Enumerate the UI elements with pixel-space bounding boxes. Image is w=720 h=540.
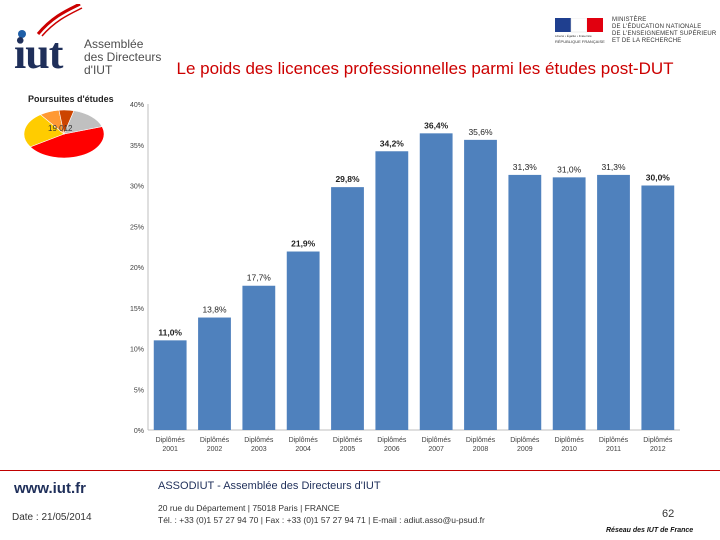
logo-line-3: d'IUT — [84, 63, 113, 77]
x-tick-year: 2001 — [162, 446, 178, 453]
bar — [508, 174, 542, 430]
site-url-link[interactable]: www.iut.fr — [14, 480, 86, 497]
bar-value-label: 21,9% — [291, 239, 316, 249]
x-tick-year: 2007 — [428, 446, 444, 453]
x-tick-label: Diplômés — [599, 437, 629, 444]
bar-value-label: 31,0% — [557, 164, 582, 174]
bar — [419, 133, 453, 430]
bar — [153, 340, 187, 430]
x-tick-label: Diplômés — [289, 437, 319, 444]
x-tick-year: 2009 — [517, 446, 533, 453]
x-tick-label: Diplômés — [466, 437, 496, 444]
ministry-line-3: DE L'ENSEIGNEMENT SUPÉRIEUR — [612, 31, 717, 37]
bar-value-label: 35,6% — [468, 127, 493, 137]
y-tick-label: 0% — [134, 428, 144, 435]
ministry-line-1: MINISTÈRE — [612, 17, 647, 23]
x-tick-label: Diplômés — [244, 437, 274, 444]
bar-value-label: 34,2% — [380, 138, 405, 148]
x-tick-year: 2010 — [561, 446, 577, 453]
footer-divider — [0, 470, 720, 471]
ministry-sub2: RÉPUBLIQUE FRANÇAISE — [555, 39, 605, 44]
footer-network: Réseau des IUT de France — [606, 527, 694, 534]
bar — [597, 174, 630, 430]
page-title: Le poids des licences professionnelles p… — [176, 59, 674, 78]
pie-slice — [29, 126, 105, 159]
bar — [552, 177, 586, 430]
iut-logo — [8, 4, 158, 84]
x-tick-label: Diplômés — [377, 437, 407, 444]
bar — [464, 139, 497, 431]
bar-value-label: 31,3% — [513, 162, 538, 172]
bar — [286, 251, 320, 430]
bar — [242, 285, 276, 430]
y-tick-label: 25% — [130, 224, 144, 231]
bar — [331, 187, 364, 430]
x-tick-label: Diplômés — [333, 437, 363, 444]
pie-chart: 19 012 — [23, 109, 105, 159]
page-number: 62 — [662, 508, 675, 520]
ministry-sub: Liberté • Égalité • Fraternité — [555, 33, 592, 38]
bar-value-label: 29,8% — [335, 174, 360, 184]
bar-value-label: 30,0% — [646, 173, 671, 183]
bar — [641, 185, 675, 430]
y-tick-label: 15% — [130, 306, 144, 313]
bar — [375, 151, 409, 430]
x-tick-year: 2004 — [295, 446, 311, 453]
bar-value-label: 36,4% — [424, 120, 449, 130]
logo-line-1: Assemblée — [84, 37, 144, 51]
x-tick-label: Diplômés — [156, 437, 186, 444]
y-tick-label: 5% — [134, 387, 144, 394]
logo-text: iut — [14, 29, 63, 78]
x-tick-label: Diplômés — [643, 437, 673, 444]
x-tick-year: 2006 — [384, 446, 400, 453]
bar-value-label: 31,3% — [601, 162, 626, 172]
pie-label: 19 012 — [48, 124, 73, 133]
bar-value-label: 13,8% — [202, 305, 227, 315]
bar-value-label: 17,7% — [247, 273, 272, 283]
x-tick-year: 2003 — [251, 446, 267, 453]
bar-chart: 0% 5% 10% 15% 20% 25% 30% 35% 40% 11,0% 13,8% 17,7… — [130, 102, 680, 453]
y-tick-label: 20% — [130, 265, 144, 272]
x-tick-label: Diplômés — [200, 437, 230, 444]
x-tick-year: 2002 — [207, 446, 223, 453]
ministry-logo-icon: Liberté • Égalité • Fraternité — [555, 17, 605, 38]
x-tick-year: 2005 — [340, 446, 356, 453]
x-tick-label: Diplômés — [422, 437, 452, 444]
x-tick-year: 2008 — [473, 446, 489, 453]
pie-title: Poursuites d'études — [28, 94, 114, 104]
x-tick-label: Diplômés — [510, 437, 540, 444]
footer-date: Date : 21/05/2014 — [12, 512, 92, 523]
y-tick-label: 10% — [130, 347, 144, 354]
y-tick-label: 30% — [130, 184, 144, 191]
pie-slice — [63, 110, 103, 135]
ministry-line-2: DE L'ÉDUCATION NATIONALE — [612, 24, 702, 30]
logo-line-2: des Directeurs — [84, 50, 162, 64]
footer-association: ASSODIUT - Assemblée des Directeurs d'IU… — [158, 480, 381, 492]
x-tick-year: 2011 — [606, 446, 621, 453]
bar — [198, 317, 231, 430]
y-tick-label: 35% — [130, 143, 144, 150]
x-tick-label: Diplômés — [555, 437, 585, 444]
logo-swoosh-icon — [18, 4, 83, 38]
ministry-line-4: ET DE LA RECHERCHE — [612, 38, 682, 44]
footer-address: 20 rue du Département | 75018 Paris | FR… — [158, 503, 340, 513]
footer-contact: Tél. : +33 (0)1 57 27 94 70 | Fax : +33 … — [158, 515, 485, 525]
y-tick-label: 40% — [130, 102, 144, 109]
bar-value-label: 11,0% — [158, 327, 182, 337]
pie-slice — [23, 114, 65, 148]
x-tick-year: 2012 — [650, 446, 666, 453]
